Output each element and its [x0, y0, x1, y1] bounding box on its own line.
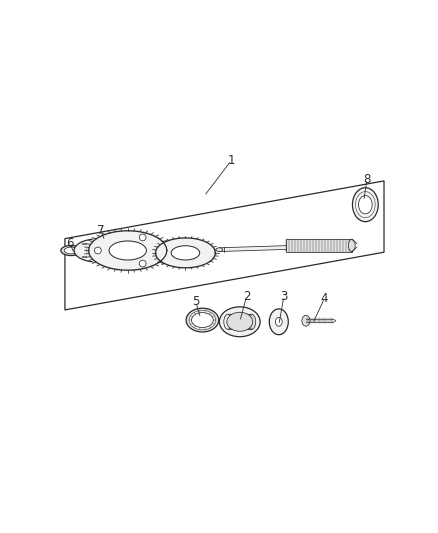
Ellipse shape	[139, 234, 146, 241]
Ellipse shape	[353, 188, 378, 222]
Ellipse shape	[88, 231, 167, 270]
Ellipse shape	[155, 238, 215, 268]
Ellipse shape	[108, 256, 113, 257]
Text: 1: 1	[227, 154, 235, 167]
Ellipse shape	[227, 312, 253, 332]
Ellipse shape	[191, 313, 213, 328]
Ellipse shape	[109, 241, 146, 260]
Ellipse shape	[86, 230, 169, 271]
Text: 4: 4	[321, 292, 328, 304]
Ellipse shape	[171, 246, 200, 260]
Text: 6: 6	[66, 237, 74, 250]
Ellipse shape	[86, 245, 108, 256]
Ellipse shape	[95, 247, 101, 254]
Polygon shape	[219, 245, 326, 252]
Text: 5: 5	[192, 295, 199, 308]
Ellipse shape	[216, 248, 223, 252]
Text: 2: 2	[243, 290, 250, 303]
Ellipse shape	[82, 256, 87, 257]
Ellipse shape	[302, 316, 310, 326]
Ellipse shape	[219, 307, 260, 337]
Text: 8: 8	[364, 173, 371, 185]
Ellipse shape	[108, 244, 113, 245]
Ellipse shape	[348, 239, 355, 252]
Ellipse shape	[269, 309, 288, 335]
Text: 3: 3	[280, 290, 288, 303]
Ellipse shape	[247, 314, 256, 329]
Ellipse shape	[189, 310, 216, 330]
Ellipse shape	[64, 247, 78, 254]
Ellipse shape	[139, 260, 146, 267]
Text: 7: 7	[97, 224, 104, 237]
Ellipse shape	[359, 196, 372, 214]
Ellipse shape	[276, 317, 282, 326]
Ellipse shape	[224, 314, 232, 329]
Ellipse shape	[154, 237, 217, 269]
Ellipse shape	[186, 308, 219, 332]
Ellipse shape	[82, 244, 87, 245]
Polygon shape	[286, 239, 352, 252]
Ellipse shape	[61, 245, 81, 256]
Ellipse shape	[74, 239, 120, 262]
